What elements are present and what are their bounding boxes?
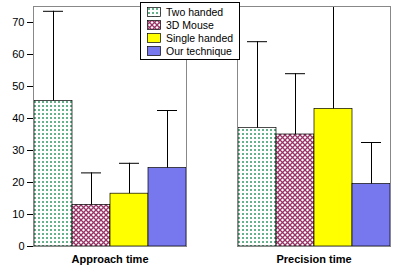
- svg-text:Approach time: Approach time: [71, 253, 148, 265]
- svg-text:50: 50: [12, 80, 24, 92]
- svg-text:60: 60: [12, 48, 24, 60]
- svg-text:20: 20: [12, 176, 24, 188]
- svg-text:40: 40: [12, 112, 24, 124]
- svg-text:70: 70: [12, 16, 24, 28]
- html-text:Two handed: Two handed: [166, 5, 224, 18]
- html-text:Our technique: Our technique: [166, 44, 232, 57]
- svg-text:0: 0: [18, 240, 24, 252]
- html-text:Single handed: Single handed: [166, 31, 234, 44]
- svg-text:30: 30: [12, 144, 24, 156]
- svg-text:10: 10: [12, 208, 24, 220]
- html-text:3D Mouse: 3D Mouse: [166, 18, 214, 31]
- svg-text:Precision time: Precision time: [276, 253, 351, 265]
